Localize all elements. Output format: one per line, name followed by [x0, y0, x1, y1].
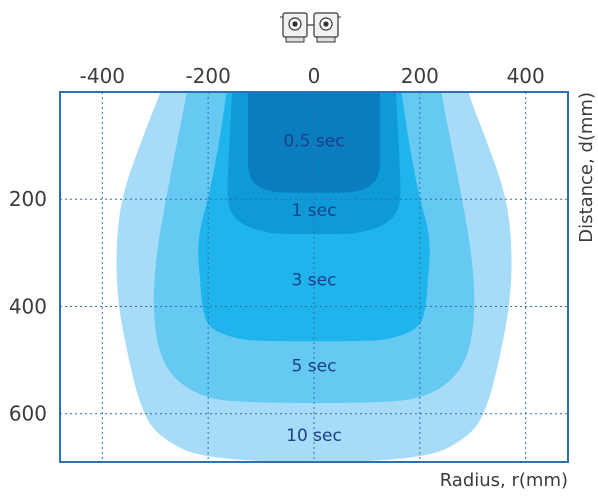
x-tick-label: 200 — [401, 64, 439, 88]
region-label: 10 sec — [286, 426, 342, 446]
grid-layer — [60, 92, 568, 462]
plot-frame — [59, 91, 569, 463]
y-tick-labels: 200 400 600 — [9, 187, 47, 425]
region-label: 3 sec — [292, 271, 337, 291]
y-tick-label: 600 — [9, 402, 47, 426]
x-tick-label: 400 — [507, 64, 545, 88]
region-label: 0.5 sec — [283, 131, 344, 151]
y-tick-label: 200 — [9, 187, 47, 211]
x-tick-label: -400 — [80, 64, 125, 88]
x-tick-label: -200 — [185, 64, 230, 88]
x-axis-title: Radius, r(mm) — [440, 470, 568, 491]
region-label: 1 sec — [292, 201, 337, 221]
y-axis-title: Distance, d(mm) — [576, 92, 597, 243]
region-labels-layer: 0.5 sec 1 sec 3 sec 5 sec 10 sec — [283, 131, 344, 446]
y-tick-label: 400 — [9, 294, 47, 318]
x-tick-label: 0 — [308, 64, 321, 88]
x-tick-labels: -400 -200 0 200 400 — [80, 64, 545, 88]
region-label: 5 sec — [292, 356, 337, 376]
dual-camera-sensor-icon — [280, 12, 341, 43]
